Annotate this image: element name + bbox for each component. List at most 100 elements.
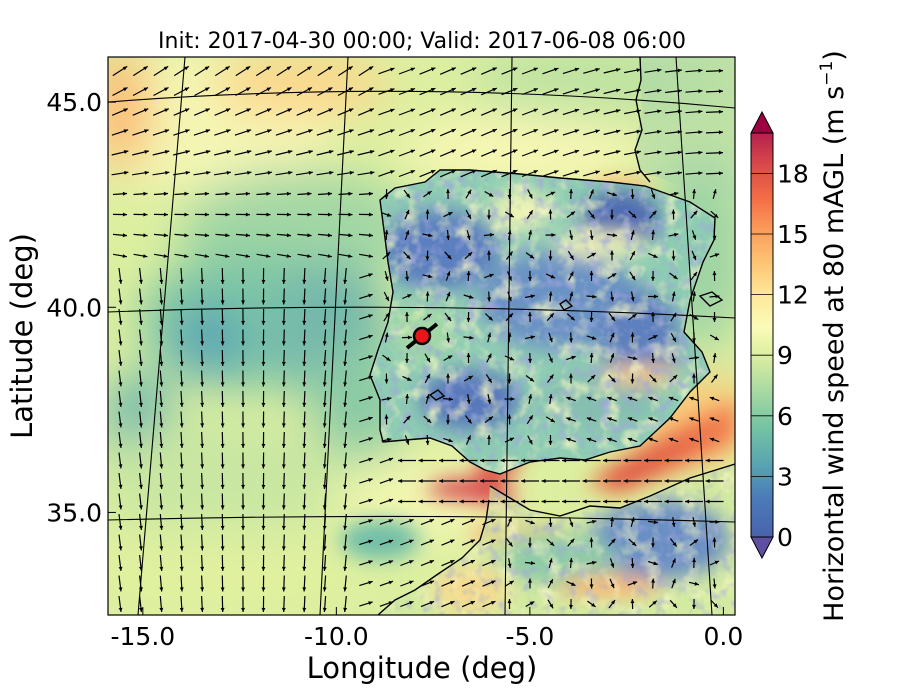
wind-vector-head (159, 320, 164, 325)
wind-vector-head (570, 316, 575, 321)
wind-vector-head (349, 170, 354, 175)
wind-vector-head (712, 537, 717, 542)
wind-vector-head (550, 418, 555, 423)
wind-vector-head (459, 458, 464, 463)
wind-vector-head (348, 108, 354, 113)
wind-vector-head (595, 108, 600, 113)
wind-vector-head (610, 332, 615, 338)
wind-vector-head (261, 402, 266, 407)
wind-vector-head (343, 341, 348, 346)
wind-vector-head (586, 396, 592, 401)
wind-vector-head (388, 519, 394, 523)
wind-vector-head (428, 274, 433, 279)
wind-vector-head (510, 397, 515, 401)
wind-vector-head (566, 417, 571, 421)
wind-vector-head (632, 581, 638, 585)
wind-vector-head (406, 193, 410, 198)
wind-vector-head (159, 607, 164, 612)
wind-vector-head (122, 233, 127, 238)
wind-vector-head (322, 382, 327, 387)
wind-vector-head (664, 499, 669, 504)
wind-vector-head (595, 170, 600, 175)
wind-vector-head (246, 87, 251, 92)
wind-vector-head (509, 213, 514, 218)
wind-vector-head (439, 458, 444, 463)
wind-vector-head (651, 276, 655, 281)
wind-vector-head (322, 341, 327, 346)
wind-vector-head (205, 129, 211, 133)
wind-vector-head (689, 396, 694, 401)
wind-vector-head (204, 191, 209, 196)
wind-vector-head (267, 150, 272, 154)
wind-vector-head (220, 402, 225, 407)
wind-vector-head (668, 417, 674, 421)
wind-vector-head (368, 212, 373, 217)
colorbar-unit-prefix: (m s (819, 86, 850, 145)
wind-vector-head (689, 437, 694, 442)
wind-vector-head (159, 279, 164, 284)
wind-vector-head (118, 505, 123, 510)
wind-vector-head (390, 67, 395, 72)
wind-vector-head (429, 560, 434, 564)
wind-vector-head (302, 587, 307, 592)
wind-vector-head (369, 87, 374, 92)
wind-vector-head (718, 171, 723, 176)
wind-vector-head (184, 233, 189, 238)
wind-vector-head (405, 276, 409, 281)
wind-vector-head (322, 279, 327, 284)
wind-vector-head (368, 396, 373, 400)
wind-vector-head (657, 109, 662, 114)
wind-vector-head (439, 479, 444, 483)
wind-vector-head (430, 88, 436, 92)
wind-vector-head (405, 394, 409, 399)
wind-vector-head (668, 437, 674, 442)
wind-vector-head (139, 279, 143, 284)
wind-vector-head (185, 170, 190, 175)
wind-vector-head (653, 520, 658, 525)
wind-vector-head (709, 437, 715, 442)
wind-vector-head (139, 423, 143, 428)
wind-vector-head (179, 320, 184, 325)
wind-vector-head (471, 170, 477, 174)
wind-vector-head (685, 458, 690, 463)
wind-vector-head (480, 479, 485, 483)
wind-vector-head (603, 499, 608, 504)
wind-vector-head (615, 68, 621, 72)
wind-vector-head (448, 212, 453, 216)
wind-vector-head (549, 313, 554, 318)
wind-vector-head (200, 320, 205, 325)
wind-vector-head (644, 458, 649, 463)
wind-vector-head (302, 607, 307, 612)
wind-vector-head (672, 578, 676, 584)
wind-vector-head (343, 484, 348, 489)
wind-vector-head (554, 88, 559, 92)
wind-vector-head (384, 379, 389, 384)
wind-vector-head (179, 300, 184, 305)
wind-vector-head (507, 194, 512, 199)
wind-vector-head (368, 254, 373, 258)
wind-vector-head (648, 437, 653, 442)
wind-vector-head (241, 279, 245, 284)
wind-vector-head (451, 88, 456, 92)
colorbar-tick-label: 3 (777, 462, 793, 491)
wind-vector-head (184, 66, 189, 71)
wind-vector-head (508, 276, 512, 281)
wind-vector-head (405, 230, 410, 235)
wind-vector-head (491, 539, 496, 544)
wind-vector-head (266, 233, 271, 238)
wind-vector-head (409, 601, 414, 605)
wind-vector-head (241, 402, 245, 407)
wind-vector-head (548, 394, 553, 399)
wind-vector-head (692, 558, 696, 563)
wind-vector-head (179, 361, 184, 366)
wind-vector-head (390, 149, 395, 154)
wind-vector-head (426, 418, 432, 423)
wind-vector-head (368, 293, 373, 298)
wind-vector-head (343, 443, 348, 448)
wind-vector-head (368, 498, 373, 503)
wind-vector-head (307, 66, 312, 71)
wind-vector-head (246, 150, 252, 154)
wind-vector-head (610, 563, 615, 568)
wind-vector-head (261, 382, 266, 387)
wind-vector-head (521, 499, 526, 504)
